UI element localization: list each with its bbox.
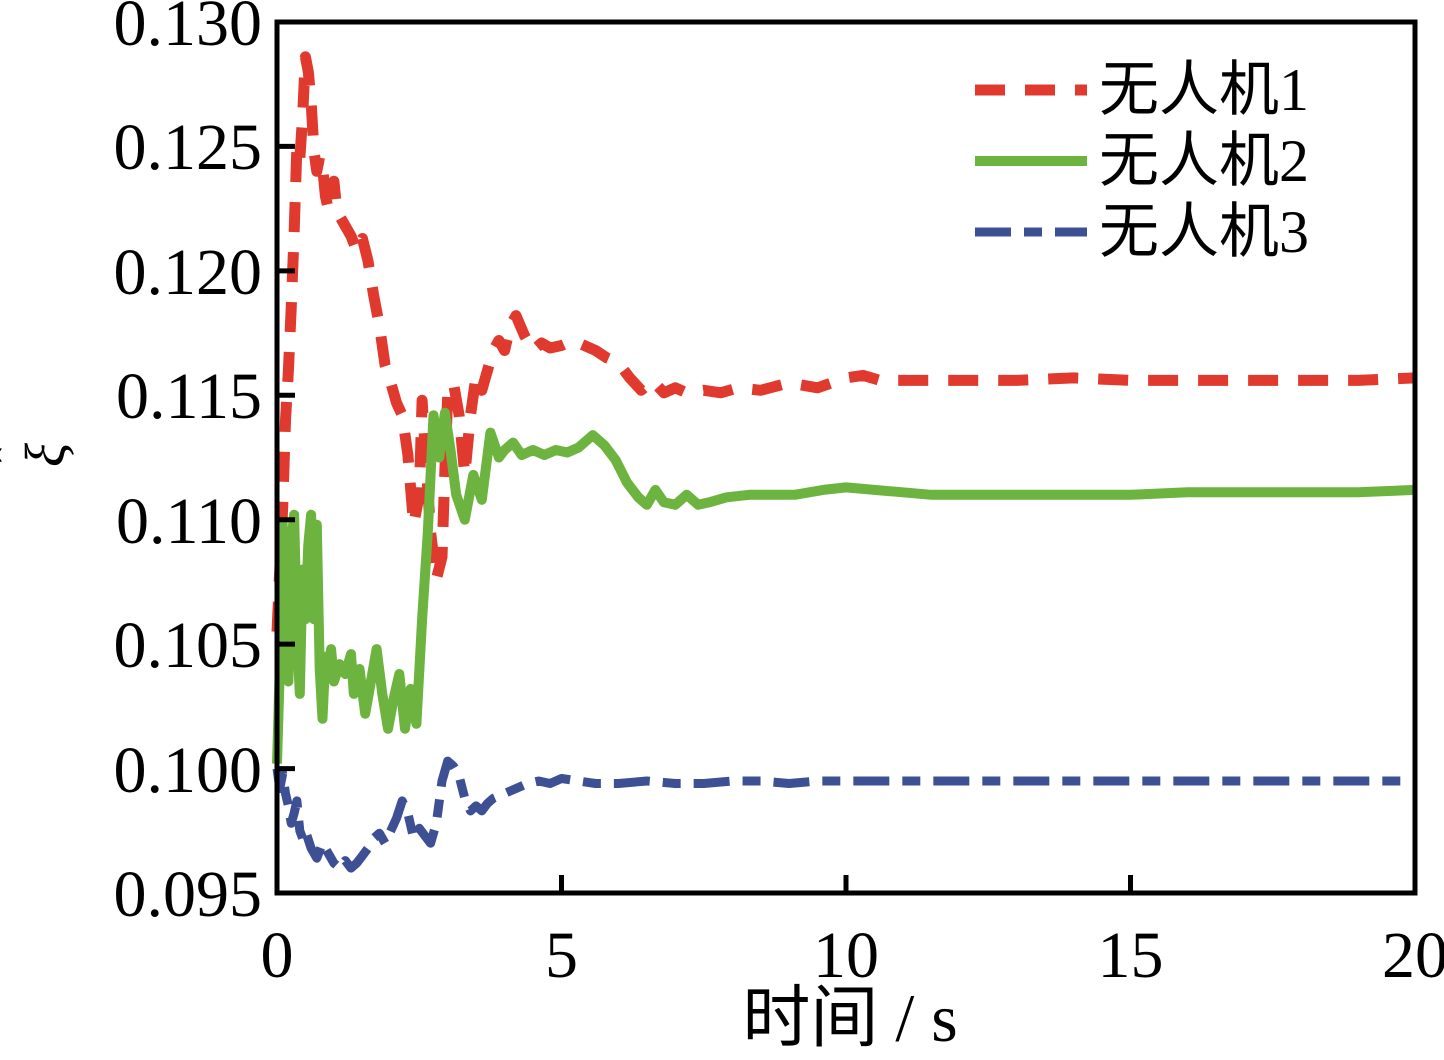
y-tick-label: 0.115: [115, 360, 262, 434]
legend-line-solid-green-icon: [975, 155, 1087, 166]
x-tick-label: 20: [1382, 919, 1444, 992]
series-line-2: [272, 407, 1416, 764]
legend: 无人机1 无人机2 无人机3: [975, 54, 1309, 267]
legend-line-dashdot-blue-icon: [975, 227, 1087, 236]
y-axis-label: ˆ ξ: [0, 405, 77, 505]
y-tick-label: 0.100: [113, 733, 263, 807]
legend-label-uav3: 无人机3: [1099, 198, 1309, 265]
x-tick-label: 5: [545, 919, 578, 992]
legend-item-uav1: 无人机1: [975, 54, 1309, 125]
y-tick-label: 0.095: [113, 858, 263, 931]
y-tick-label: 0.105: [113, 609, 263, 683]
y-tick-label: 0.120: [113, 235, 263, 309]
y-tick-label: 0.110: [115, 484, 262, 558]
legend-item-uav3: 无人机3: [975, 196, 1309, 267]
legend-line-dashed-red-icon: [975, 84, 1087, 95]
x-tick-label: 10: [813, 919, 879, 992]
x-tick-label: 15: [1097, 919, 1164, 992]
x-tick-label: 0: [260, 919, 294, 992]
legend-label-uav1: 无人机1: [1099, 56, 1309, 123]
y-tick-label: 0.130: [113, 0, 263, 60]
x-axis-label: 时间 / s: [742, 980, 958, 1056]
legend-item-uav2: 无人机2: [975, 125, 1309, 196]
y-axis-label-letter: ξ: [14, 443, 77, 467]
legend-label-uav2: 无人机2: [1099, 127, 1309, 194]
series-line-3: [272, 756, 1415, 873]
y-tick-label: 0.125: [113, 111, 263, 185]
series-line-1: [271, 51, 1416, 632]
